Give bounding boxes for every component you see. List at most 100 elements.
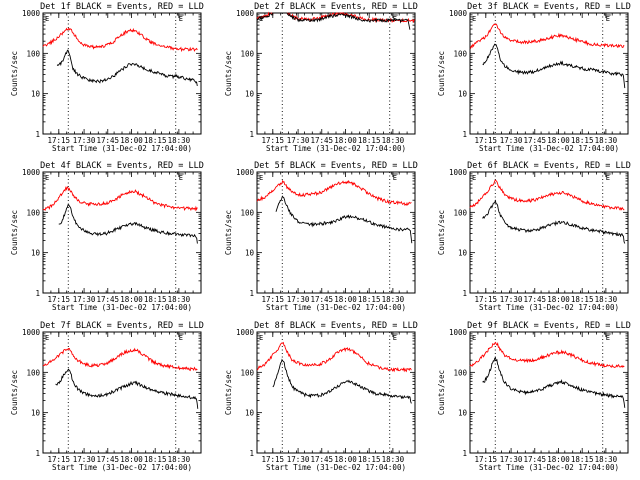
lld-series-line	[257, 343, 411, 372]
y-tick-label: 1000	[449, 9, 468, 18]
lld-series-line	[43, 187, 197, 210]
y-tick-label: 1000	[449, 168, 468, 177]
y-tick-label: 1000	[22, 168, 41, 177]
events-series-line	[57, 50, 197, 86]
x-axis-label: Start Time (31-Dec-02 17:04:00)	[479, 463, 619, 472]
marker-label-e: E	[259, 174, 263, 182]
y-tick-label: 10	[31, 409, 41, 418]
y-tick-label: 1	[462, 130, 467, 139]
y-tick-label: 1000	[22, 9, 41, 18]
x-axis-label: Start Time (31-Dec-02 17:04:00)	[266, 144, 406, 153]
marker-label-e: E	[606, 334, 610, 342]
lld-series-line	[470, 343, 624, 368]
panel-title: Det 6f BLACK = Events, RED = LLD	[467, 161, 631, 171]
events-series-line	[483, 44, 625, 88]
plot-frame	[257, 13, 415, 134]
y-axis-label: Counts/sec	[437, 370, 446, 415]
y-tick-label: 10	[245, 90, 255, 99]
lld-series-line	[43, 29, 197, 51]
y-tick-label: 1	[35, 449, 40, 458]
marker-label-e: E	[179, 15, 183, 23]
plot-frame	[257, 172, 415, 293]
y-tick-label: 100	[26, 208, 40, 217]
y-tick-label: 10	[458, 90, 468, 99]
panel-title: Det 9f BLACK = Events, RED = LLD	[467, 321, 631, 331]
lld-series-line	[470, 180, 624, 210]
x-axis-label: Start Time (31-Dec-02 17:04:00)	[479, 303, 619, 312]
y-tick-label: 1	[462, 449, 467, 458]
y-axis-label: Counts/sec	[10, 370, 19, 415]
events-series-line	[59, 205, 198, 244]
x-axis-label: Start Time (31-Dec-02 17:04:00)	[52, 463, 192, 472]
y-tick-label: 100	[240, 208, 254, 217]
events-series-line	[56, 369, 198, 409]
x-axis-label: Start Time (31-Dec-02 17:04:00)	[479, 144, 619, 153]
y-tick-label: 100	[240, 49, 254, 58]
marker-label-e: E	[259, 334, 263, 342]
panel-title: Det 2f BLACK = Events, RED = LLD	[254, 2, 418, 12]
y-tick-label: 10	[458, 409, 468, 418]
y-tick-label: 1000	[22, 328, 41, 337]
x-axis-label: Start Time (31-Dec-02 17:04:00)	[266, 303, 406, 312]
marker-label-e: E	[45, 174, 49, 182]
detector-panel-4: Det 4f BLACK = Events, RED = LLD 1 10 100 10…	[10, 161, 204, 312]
plot-frame	[43, 13, 201, 134]
marker-label-e: E	[45, 334, 49, 342]
detector-panel-9: Det 9f BLACK = Events, RED = LLD 1 10 100 10…	[437, 321, 631, 472]
y-tick-label: 100	[26, 368, 40, 377]
y-axis-label: Counts/sec	[224, 370, 233, 415]
y-tick-label: 1	[249, 289, 254, 298]
panel-title: Det 8f BLACK = Events, RED = LLD	[254, 321, 418, 331]
y-tick-label: 100	[453, 368, 467, 377]
marker-label-e: E	[472, 15, 476, 23]
marker-label-e: E	[393, 334, 397, 342]
detector-panel-6: Det 6f BLACK = Events, RED = LLD 1 10 100 10…	[437, 161, 631, 312]
y-tick-label: 10	[31, 249, 41, 258]
plot-frame	[470, 13, 628, 134]
lld-series-line	[43, 349, 197, 371]
y-tick-label: 1000	[449, 328, 468, 337]
marker-label-e: E	[472, 334, 476, 342]
marker-label-e: E	[393, 174, 397, 182]
events-series-line	[273, 360, 412, 404]
y-tick-label: 1000	[236, 9, 255, 18]
y-tick-label: 10	[31, 90, 41, 99]
x-axis-label: Start Time (31-Dec-02 17:04:00)	[52, 303, 192, 312]
detector-panel-2: Det 2f BLACK = Events, RED = LLD 1 10 100 10…	[224, 2, 418, 153]
lld-series-line	[470, 24, 624, 48]
events-series-line	[483, 201, 625, 244]
y-tick-label: 100	[26, 49, 40, 58]
y-axis-label: Counts/sec	[224, 210, 233, 255]
marker-label-e: E	[606, 15, 610, 23]
detector-figure: Det 1f BLACK = Events, RED = LLD11010010…	[0, 0, 640, 480]
y-tick-label: 1000	[236, 328, 255, 337]
y-tick-label: 10	[245, 409, 255, 418]
panel-title: Det 3f BLACK = Events, RED = LLD	[467, 2, 631, 12]
events-series-line	[257, 13, 410, 30]
y-axis-label: Counts/sec	[437, 51, 446, 96]
y-tick-label: 10	[458, 249, 468, 258]
plot-frame	[257, 332, 415, 453]
detector-panel-7: Det 7f BLACK = Events, RED = LLD 1 10 100 10…	[10, 321, 204, 472]
y-axis-label: Counts/sec	[224, 51, 233, 96]
marker-label-e: E	[45, 15, 49, 23]
plot-frame	[470, 332, 628, 453]
marker-label-e: E	[179, 334, 183, 342]
y-axis-label: Counts/sec	[10, 51, 19, 96]
y-tick-label: 1	[462, 289, 467, 298]
y-tick-label: 1	[35, 289, 40, 298]
marker-label-e: E	[179, 174, 183, 182]
panel-title: Det 7f BLACK = Events, RED = LLD	[40, 321, 204, 331]
events-series-line	[276, 196, 412, 243]
y-tick-label: 10	[245, 249, 255, 258]
marker-label-e: E	[472, 174, 476, 182]
x-axis-label: Start Time (31-Dec-02 17:04:00)	[52, 144, 192, 153]
panel-title: Det 4f BLACK = Events, RED = LLD	[40, 161, 204, 171]
y-tick-label: 1000	[236, 168, 255, 177]
y-tick-label: 100	[240, 368, 254, 377]
marker-label-e: E	[606, 174, 610, 182]
panel-title: Det 5f BLACK = Events, RED = LLD	[254, 161, 418, 171]
y-tick-label: 1	[249, 130, 254, 139]
y-tick-label: 1	[35, 130, 40, 139]
y-axis-label: Counts/sec	[437, 210, 446, 255]
